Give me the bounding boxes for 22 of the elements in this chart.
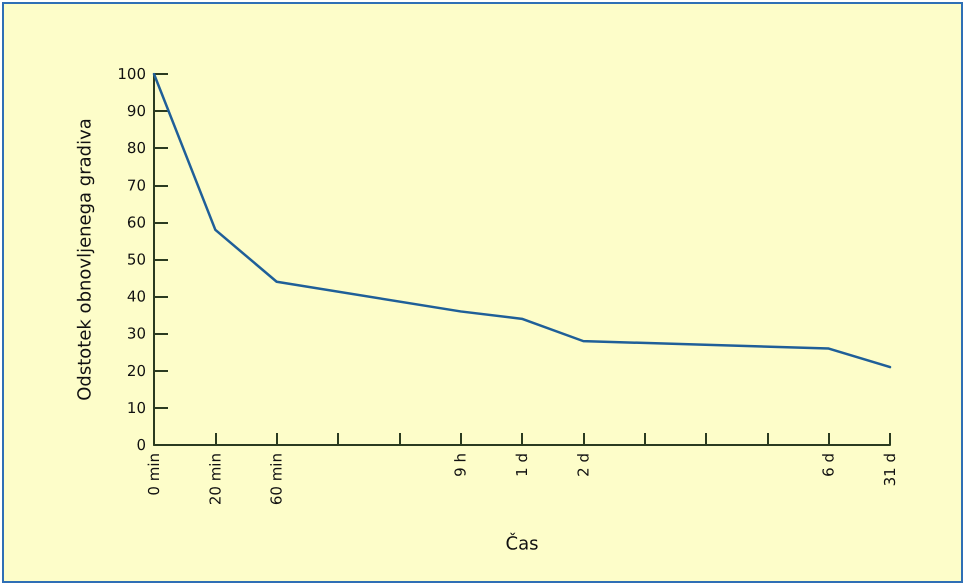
y-tick-label: 70 xyxy=(126,176,146,194)
y-tick-label: 10 xyxy=(126,398,146,417)
line-series xyxy=(152,72,892,368)
x-tick-label: 0 min xyxy=(145,453,163,496)
y-tick-label: 20 xyxy=(126,362,146,380)
y-tick-label: 90 xyxy=(126,102,146,120)
y-tick-label: 40 xyxy=(126,288,146,306)
y-tick-label: 80 xyxy=(126,139,146,158)
y-tick-label: 100 xyxy=(117,65,146,83)
y-tick-label: 30 xyxy=(126,324,146,343)
x-tick-label: 31 d xyxy=(881,453,899,486)
y-axis-title: Odstotek obnovljenega gradiva xyxy=(74,118,96,401)
x-tick-label: 20 min xyxy=(206,453,224,506)
x-tick-label: 9 h xyxy=(452,453,470,477)
x-tick-label: 6 d xyxy=(820,453,838,477)
y-tick-label: 50 xyxy=(126,250,146,268)
y-tick-label: 60 xyxy=(126,213,146,232)
x-tick-label: 60 min xyxy=(268,453,286,506)
y-tick-label: 0 xyxy=(136,436,146,454)
x-tick-label: 1 d xyxy=(513,453,531,477)
x-tick-label: 2 d xyxy=(574,453,592,477)
x-axis-title: Čas xyxy=(506,532,538,554)
